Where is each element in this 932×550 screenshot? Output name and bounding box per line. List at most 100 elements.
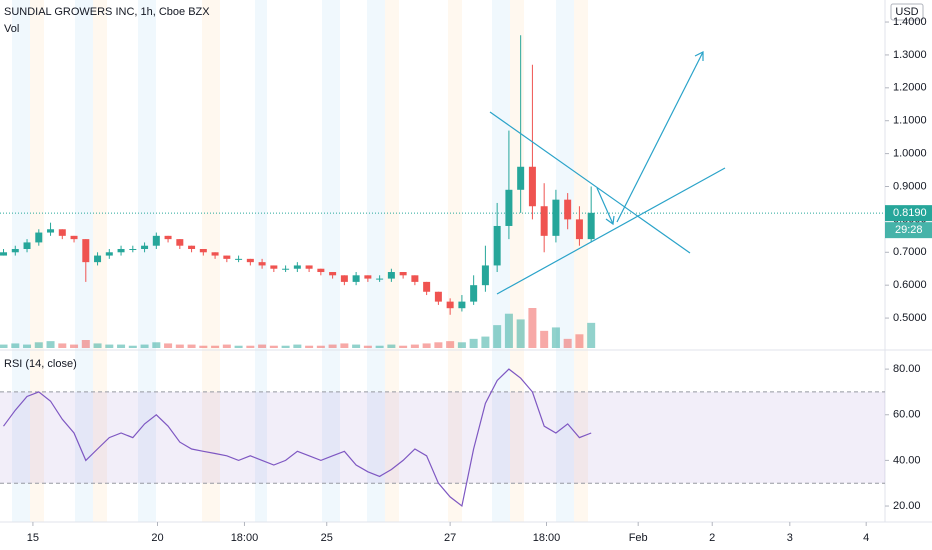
volume-bar [551,327,560,348]
volume-bar [387,344,396,348]
candle-body [434,291,442,302]
x-tick-label: 3 [787,532,793,544]
rsi-y-tick-label: 80.00 [893,363,921,375]
y-tick-label: 0.9000 [893,180,927,192]
volume-bar [34,342,43,348]
volume-bar [363,345,372,348]
candle-body [47,229,55,233]
candle-body [481,265,489,286]
volume-bar [81,340,90,348]
rsi-label: RSI (14, close) [4,358,77,370]
volume-bar [222,344,231,348]
volume-bar [105,344,114,348]
candle-body [387,272,395,279]
candle-body [411,275,419,282]
candle-body [552,199,560,236]
volume-bar [211,345,220,348]
volume-bar [410,344,419,348]
volume-bar [540,330,549,348]
volume-bar [293,344,302,348]
y-tick-label: 1.4000 [893,16,927,28]
candle-body [23,242,31,249]
volume-bar [422,343,431,348]
volume-bar [58,343,67,348]
x-tick-label: Feb [629,532,648,544]
x-tick-label: 27 [444,532,456,544]
candle-body [176,239,184,246]
candle-body [458,301,466,309]
candle-body [129,248,137,250]
candle-body [211,252,219,256]
volume-bar [128,345,137,348]
candle-body [376,278,384,280]
candle-body [340,275,348,282]
x-tick-label: 15 [27,532,39,544]
candle-body [564,199,572,220]
y-tick-label: 1.1000 [893,115,927,127]
volume-bar [587,322,596,348]
candle-body [317,268,325,273]
candle-body [505,189,513,226]
candle-body [188,245,196,249]
volume-bar [340,343,349,348]
candle-body [258,262,266,266]
volume-bar [457,342,466,348]
drawings [489,51,726,295]
plot [0,21,889,526]
rsi-y-tick-label: 60.00 [893,409,921,421]
volume-bar [46,341,55,348]
volume-bar [316,345,325,348]
candle-body [575,219,583,240]
countdown-tag [885,222,932,239]
x-tick-label: 2 [709,532,715,544]
volume-bar [434,342,443,348]
candle-body [470,285,478,302]
volume-bar [352,344,361,348]
volume-bar [234,345,243,348]
last-price-tag [885,205,932,222]
volume-bar [269,345,278,348]
candle-body [0,252,8,256]
candle-body [152,235,160,246]
volume-bar [446,341,455,348]
candle-body [94,255,102,263]
volume-bar [175,344,184,348]
volume-bar [140,344,149,348]
candle-body [58,229,66,236]
x-tick-label: 20 [151,532,163,544]
rsi-y-tick-label: 20.00 [893,500,921,512]
candle-body [517,166,525,190]
volume-label: Vol [4,23,19,35]
candle-body [11,248,19,253]
candle-body [246,258,254,263]
volume-bar [246,345,255,348]
currency: USD [895,6,918,18]
volume-bar [258,344,267,348]
candle-body [164,235,172,240]
volume-bar [328,344,337,348]
volume-bar [0,344,8,348]
countdown: 29:28 [895,224,923,236]
volume-bar [516,319,525,348]
volume-bar [528,308,537,348]
volume-bar [575,334,584,348]
chart-title: SUNDIAL GROWERS INC, 1h, Cboe BZX [4,6,210,18]
candle-body [352,275,360,282]
y-tick-label: 1.2000 [893,82,927,94]
candle-body [364,275,372,279]
volume-bar [152,342,161,348]
volume-bar [187,344,196,348]
volume-bar [117,344,126,348]
candle-body [141,245,149,249]
candle-body [399,272,407,276]
volume-bar [199,345,208,348]
volume-bar [469,338,478,348]
volume-bar [504,313,513,348]
volume-bar [375,345,384,348]
volume-bar [11,343,20,348]
x-tick-label: 25 [321,532,333,544]
candle-body [329,272,337,276]
volume-bar [563,338,572,348]
candle-body [270,265,278,269]
